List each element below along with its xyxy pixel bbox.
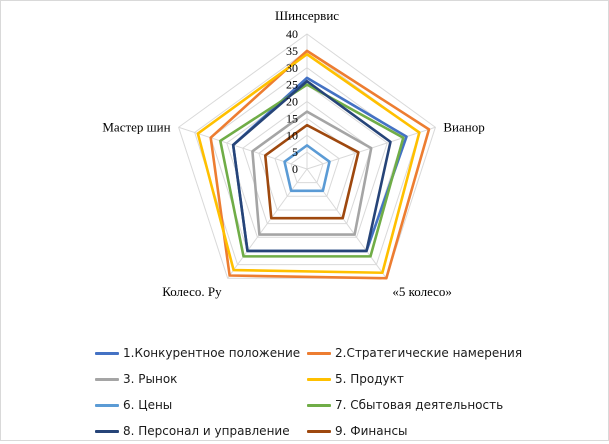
legend-label: 8. Персонал и управление: [123, 424, 290, 438]
legend-swatch: [307, 429, 331, 433]
legend-entry: 2.Стратегические намерения: [307, 340, 565, 366]
axis-category-label: Шинсервис: [275, 8, 339, 23]
series-line: [219, 83, 405, 258]
axis-category-label: Вианор: [443, 119, 484, 134]
legend-label: 7. Сбытовая деятельность: [335, 398, 504, 412]
legend-entry: 7. Сбытовая деятельность: [307, 392, 565, 418]
legend-label: 9. Финансы: [335, 424, 408, 438]
legend: 1.Конкурентное положение 2.Стратегические…: [95, 340, 565, 444]
legend-swatch: [95, 429, 119, 433]
grid-ring: [290, 151, 324, 184]
grid-ring: [274, 134, 340, 197]
tick-label: 0: [292, 162, 298, 176]
legend-entry: 6. Цены: [95, 392, 307, 418]
series-line: [263, 123, 360, 220]
axis-spoke: [227, 168, 308, 279]
tick-label: 25: [286, 78, 298, 92]
legend-label: 5. Продукт: [335, 372, 404, 386]
legend-label: 6. Цены: [123, 398, 173, 412]
legend-swatch: [307, 351, 331, 355]
axis-category-label: Мастер шин: [102, 119, 170, 134]
axis-spoke: [306, 168, 387, 279]
series-line: [283, 144, 331, 193]
axis-category-label: «5 колесо»: [392, 284, 452, 299]
tick-label: 5: [292, 145, 298, 159]
series-line: [231, 79, 392, 253]
tick-label: 40: [286, 27, 298, 41]
legend-label: 2.Стратегические намерения: [335, 346, 523, 360]
legend-entry: 3. Рынок: [95, 366, 307, 392]
tick-label: 35: [286, 44, 298, 58]
tick-label: 30: [286, 61, 298, 75]
legend-entry: 5. Продукт: [307, 366, 565, 392]
grid-ring: [242, 100, 372, 225]
grid-ring: [178, 33, 436, 279]
legend-swatch: [307, 377, 331, 381]
legend-swatch: [95, 351, 119, 355]
tick-label: 15: [286, 111, 298, 125]
legend-swatch: [307, 403, 331, 407]
tick-label: 20: [286, 95, 298, 109]
tick-label: 10: [286, 128, 298, 142]
series-line: [209, 49, 431, 280]
series-line: [196, 52, 421, 275]
legend-swatch: [95, 403, 119, 407]
axis-category-label: Колесо. Ру: [162, 284, 222, 299]
legend-swatch: [95, 377, 119, 381]
legend-entry: 8. Персонал и управление: [95, 418, 307, 444]
legend-label: 1.Конкурентное положение: [123, 346, 301, 360]
legend-label: 3. Рынок: [123, 372, 178, 386]
grid-ring: [226, 84, 388, 238]
series-line: [251, 110, 373, 236]
legend-entry: 1.Конкурентное положение: [95, 340, 307, 366]
legend-entry: 9. Финансы: [307, 418, 565, 444]
